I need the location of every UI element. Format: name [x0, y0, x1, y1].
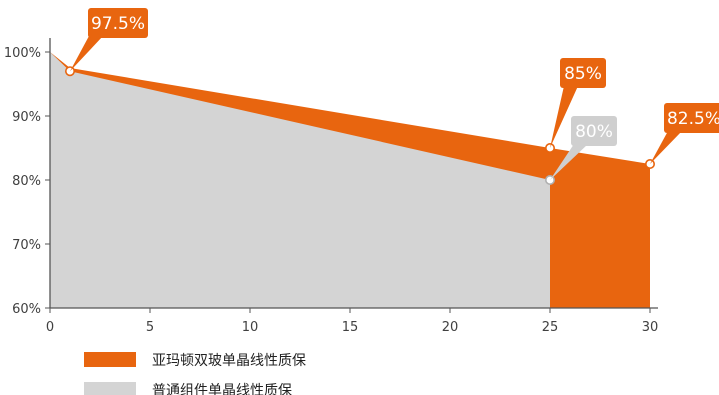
callout-pointer [550, 144, 588, 180]
y-tick-label: 70% [12, 238, 41, 253]
legend-swatch [84, 352, 136, 367]
callout-label: 82.5% [667, 109, 719, 129]
y-tick-label: 100% [4, 46, 41, 61]
x-tick-label: 0 [46, 320, 54, 335]
x-tick-label: 15 [342, 320, 359, 335]
callout-label: 85% [564, 64, 602, 84]
x-tick-label: 25 [542, 320, 559, 335]
series-area-standard [50, 52, 550, 308]
plot-areas [50, 52, 650, 308]
y-tick-label: 90% [12, 110, 41, 125]
legend-label: 亚玛顿双玻单晶线性质保 [152, 353, 306, 369]
callouts: 97.5% 85% 80% 82.5% [70, 8, 719, 180]
callout-pointer [70, 36, 103, 72]
callout-box [88, 8, 148, 38]
callout-box [664, 103, 719, 133]
callout: 80% [550, 116, 617, 180]
callout-label: 80% [575, 122, 613, 142]
y-tick-label: 60% [12, 302, 41, 317]
callout-label: 97.5% [91, 14, 145, 34]
callout-box [571, 116, 617, 146]
callout: 97.5% [70, 8, 148, 72]
callout-box [560, 58, 606, 88]
callout-pointer [650, 131, 682, 164]
legend-item: 普通组件单晶线性质保 [84, 382, 292, 395]
legend-swatch [84, 382, 136, 395]
callout: 85% [550, 58, 606, 148]
axes: 0 5 10 15 20 25 30 60% 70% 80% 90% 100% [4, 38, 658, 335]
x-tick-label: 10 [242, 320, 259, 335]
y-tick-label: 80% [12, 174, 41, 189]
x-tick-label: 30 [642, 320, 659, 335]
x-tick-label: 20 [442, 320, 459, 335]
x-tick-label: 5 [146, 320, 154, 335]
callout: 82.5% [650, 103, 719, 164]
legend-item: 亚玛顿双玻单晶线性质保 [84, 352, 306, 369]
callout-pointer [550, 86, 578, 148]
legend-label: 普通组件单晶线性质保 [152, 383, 292, 395]
